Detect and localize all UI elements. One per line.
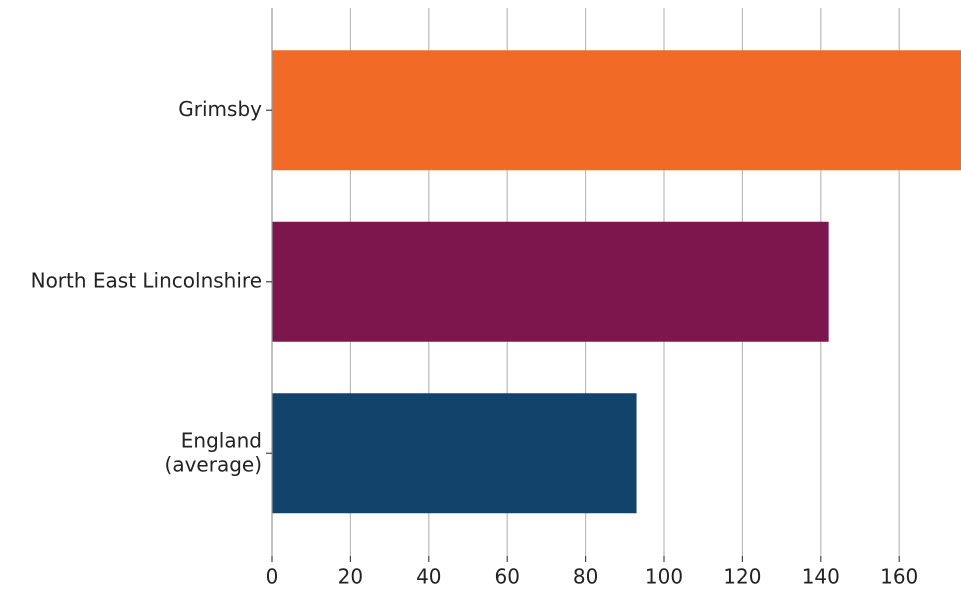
- x-tick-label: 20: [338, 565, 363, 589]
- bar: [272, 50, 961, 171]
- y-tick-label: North East Lincolnshire: [31, 268, 262, 292]
- labels: 0 20 40 60 80 100 120 140 160 Grimsby North East L…: [31, 97, 919, 589]
- x-tick-label: 160: [880, 565, 918, 589]
- bars: [272, 50, 961, 514]
- x-tick-label: 0: [266, 565, 279, 589]
- y-tick-label: Grimsby: [178, 97, 262, 121]
- bar: [272, 221, 829, 342]
- x-tick-label: 40: [416, 565, 441, 589]
- bar: [272, 393, 637, 514]
- y-tick-label: England (average): [165, 428, 262, 476]
- x-tick-label: 120: [723, 565, 761, 589]
- x-tick-label: 100: [645, 565, 683, 589]
- x-tick-label: 60: [494, 565, 519, 589]
- x-tick-label: 80: [573, 565, 598, 589]
- x-tick-label: 140: [802, 565, 840, 589]
